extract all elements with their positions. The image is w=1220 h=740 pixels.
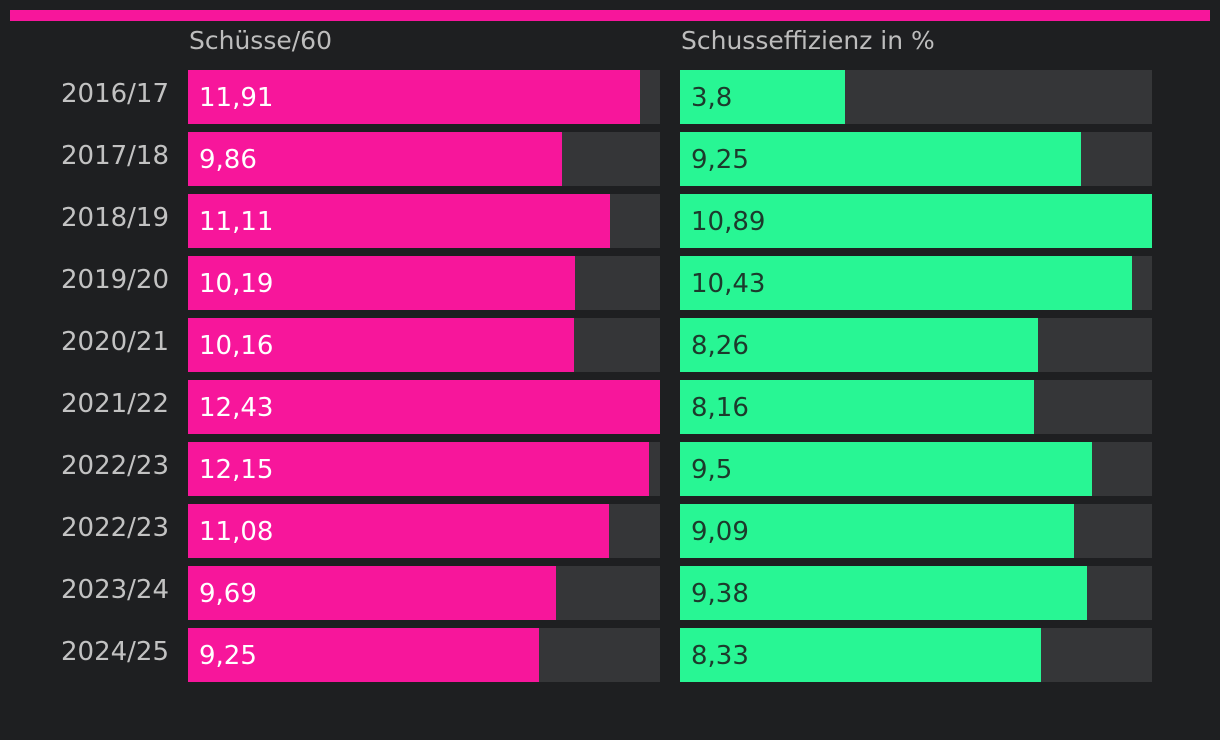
shots-bar bbox=[188, 380, 660, 434]
shots-value-label: 11,91 bbox=[199, 83, 274, 113]
shots-bar bbox=[188, 194, 610, 248]
efficiency-bar bbox=[680, 256, 1132, 310]
efficiency-value-label: 10,89 bbox=[691, 207, 766, 237]
shots-bar-track: 10,16 bbox=[188, 318, 660, 372]
shots-bar bbox=[188, 256, 575, 310]
efficiency-value-label: 8,33 bbox=[691, 641, 749, 671]
season-label: 2019/20 bbox=[60, 265, 169, 295]
season-label: 2018/19 bbox=[60, 203, 169, 233]
efficiency-bar-track: 8,33 bbox=[680, 628, 1152, 682]
shots-value-label: 10,16 bbox=[199, 331, 274, 361]
shots-bar-track: 11,91 bbox=[188, 70, 660, 124]
season-label: 2024/25 bbox=[60, 637, 169, 667]
shots-bar-track: 12,43 bbox=[188, 380, 660, 434]
season-label: 2016/17 bbox=[60, 79, 169, 109]
efficiency-value-label: 9,09 bbox=[691, 517, 749, 547]
shots-bar-track: 10,19 bbox=[188, 256, 660, 310]
efficiency-bar bbox=[680, 504, 1074, 558]
efficiency-bar bbox=[680, 566, 1087, 620]
efficiency-bar bbox=[680, 380, 1034, 434]
shots-bar-track: 9,69 bbox=[188, 566, 660, 620]
efficiency-value-label: 3,8 bbox=[691, 83, 733, 113]
shots-bar bbox=[188, 132, 562, 186]
shots-bar-track: 11,11 bbox=[188, 194, 660, 248]
season-label: 2017/18 bbox=[60, 141, 169, 171]
shots-bar bbox=[188, 628, 539, 682]
shots-bar-track: 12,15 bbox=[188, 442, 660, 496]
shots-value-label: 9,69 bbox=[199, 579, 257, 609]
efficiency-bar bbox=[680, 70, 845, 124]
shots-bar bbox=[188, 318, 574, 372]
efficiency-value-label: 9,5 bbox=[691, 455, 733, 485]
shots-bar bbox=[188, 70, 640, 124]
shots-value-label: 9,25 bbox=[199, 641, 257, 671]
header-shots-per-60: Schüsse/60 bbox=[189, 26, 332, 55]
efficiency-bar-track: 10,89 bbox=[680, 194, 1152, 248]
season-label: 2022/23 bbox=[60, 513, 169, 543]
efficiency-bar-track: 9,09 bbox=[680, 504, 1152, 558]
shots-bar bbox=[188, 504, 609, 558]
accent-top-bar bbox=[10, 10, 1210, 21]
efficiency-bar-track: 8,16 bbox=[680, 380, 1152, 434]
efficiency-bar-track: 9,5 bbox=[680, 442, 1152, 496]
shots-bar bbox=[188, 442, 649, 496]
shots-bar-track: 9,86 bbox=[188, 132, 660, 186]
shots-value-label: 12,43 bbox=[199, 393, 274, 423]
efficiency-bar-track: 8,26 bbox=[680, 318, 1152, 372]
shots-bar bbox=[188, 566, 556, 620]
shots-value-label: 11,11 bbox=[199, 207, 274, 237]
shots-bar-track: 9,25 bbox=[188, 628, 660, 682]
season-label: 2021/22 bbox=[60, 389, 169, 419]
shots-value-label: 10,19 bbox=[199, 269, 274, 299]
efficiency-bar-track: 10,43 bbox=[680, 256, 1152, 310]
efficiency-value-label: 9,38 bbox=[691, 579, 749, 609]
season-label: 2020/21 bbox=[60, 327, 169, 357]
shots-value-label: 11,08 bbox=[199, 517, 274, 547]
header-shot-efficiency: Schusseffizienz in % bbox=[681, 26, 935, 55]
efficiency-value-label: 10,43 bbox=[691, 269, 766, 299]
efficiency-value-label: 8,26 bbox=[691, 331, 749, 361]
season-label: 2023/24 bbox=[60, 575, 169, 605]
efficiency-value-label: 9,25 bbox=[691, 145, 749, 175]
efficiency-bar bbox=[680, 628, 1041, 682]
shots-value-label: 12,15 bbox=[199, 455, 274, 485]
season-label: 2022/23 bbox=[60, 451, 169, 481]
efficiency-bar bbox=[680, 132, 1081, 186]
efficiency-bar-track: 9,25 bbox=[680, 132, 1152, 186]
efficiency-bar bbox=[680, 318, 1038, 372]
efficiency-bar-track: 9,38 bbox=[680, 566, 1152, 620]
efficiency-bar bbox=[680, 442, 1092, 496]
shots-bar-track: 11,08 bbox=[188, 504, 660, 558]
efficiency-value-label: 8,16 bbox=[691, 393, 749, 423]
efficiency-bar bbox=[680, 194, 1152, 248]
efficiency-bar-track: 3,8 bbox=[680, 70, 1152, 124]
shots-value-label: 9,86 bbox=[199, 145, 257, 175]
